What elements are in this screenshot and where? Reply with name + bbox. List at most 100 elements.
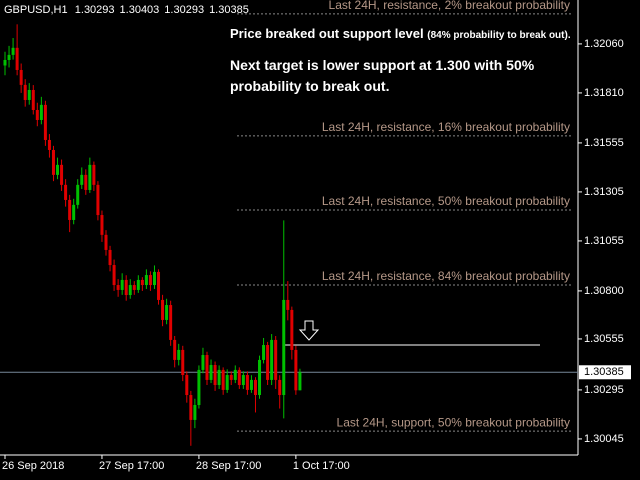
candle-body <box>286 299 290 310</box>
candle-body <box>161 299 165 320</box>
candle-body <box>64 184 68 200</box>
candle-body <box>124 279 128 296</box>
message-2: Next target is lower support at 1.300 wi… <box>230 57 535 94</box>
y-tick-label: 1.31555 <box>584 137 624 149</box>
candle-body <box>173 339 177 360</box>
candle-body <box>35 109 39 120</box>
candle-body <box>274 339 278 380</box>
candle-body <box>140 279 144 286</box>
symbol-header: GBPUSD,H1 1.30293 1.30403 1.30293 1.30385 <box>4 4 249 16</box>
candle-body <box>298 372 302 391</box>
candle-body <box>241 375 245 386</box>
candle-body <box>76 184 80 205</box>
candle-body <box>84 174 88 190</box>
candle-body <box>197 369 201 406</box>
header-close: 1.30385 <box>209 4 249 16</box>
y-tick-label: 1.32060 <box>584 38 624 50</box>
candle-body <box>51 149 55 175</box>
candle-body <box>144 275 148 286</box>
candle-body <box>189 395 193 420</box>
candle-body <box>100 215 104 235</box>
candle-body <box>43 104 47 140</box>
y-tick-label: 1.30045 <box>584 433 624 445</box>
candle-body <box>290 309 294 350</box>
candle-body <box>225 375 229 390</box>
candle-body <box>11 47 15 55</box>
level-label: Last 24H, resistance, 84% breakout proba… <box>322 269 570 283</box>
candle-body <box>23 84 27 100</box>
x-tick-label: 1 Oct 17:00 <box>293 460 350 472</box>
header-low: 1.30293 <box>164 4 204 16</box>
candle-body <box>181 349 185 376</box>
candle-body <box>104 234 108 250</box>
candle-body <box>96 184 100 216</box>
candle-body <box>262 345 266 360</box>
candle-body <box>282 299 286 396</box>
candle-body <box>157 271 161 300</box>
candle-body <box>177 349 181 360</box>
candle-body <box>56 164 60 175</box>
candle-body <box>116 285 120 290</box>
down-arrow <box>298 320 320 341</box>
candle-body <box>132 285 136 290</box>
candle-body <box>80 174 84 185</box>
candle-body <box>19 69 23 85</box>
candle-body <box>47 139 51 150</box>
candle-body <box>27 89 31 100</box>
candle-body <box>294 349 298 391</box>
candle-body <box>88 164 92 190</box>
candle-body <box>270 339 274 380</box>
candle-body <box>60 164 64 185</box>
message-text: Price breaked out support level <box>230 26 424 41</box>
candle-body <box>266 345 270 380</box>
candle-body <box>217 369 221 386</box>
candle-body <box>169 305 173 340</box>
message-1: Price breaked out support level (84% pro… <box>230 24 575 45</box>
y-tick-label: 1.31055 <box>584 235 624 247</box>
y-tick-label: 1.31810 <box>584 87 624 99</box>
candle-body <box>120 279 124 290</box>
current-price-box <box>579 365 631 380</box>
x-tick-label: 27 Sep 17:00 <box>99 460 164 472</box>
y-tick-label: 1.31305 <box>584 186 624 198</box>
candle-body <box>39 104 43 120</box>
candle-body <box>136 279 140 290</box>
level-label: Last 24H, resistance, 2% breakout probab… <box>329 0 570 12</box>
candle-body <box>258 359 262 396</box>
candle-body <box>152 271 156 286</box>
candle-body <box>237 369 241 386</box>
candle-body <box>148 275 152 286</box>
candle-body <box>249 379 253 390</box>
level-label: Last 24H, support, 50% breakout probabil… <box>337 415 570 429</box>
candle-body <box>253 379 257 396</box>
candle-body <box>278 379 282 396</box>
y-tick-label: 1.30295 <box>584 384 624 396</box>
level-label: Last 24H, resistance, 50% breakout proba… <box>322 194 570 208</box>
candle-body <box>193 405 197 420</box>
candle-body <box>201 355 205 370</box>
header-open: 1.30293 <box>75 4 115 16</box>
plot-area: Last 24H, resistance, 2% breakout probab… <box>0 0 578 446</box>
x-tick-label: 28 Sep 17:00 <box>196 460 261 472</box>
y-tick-label: 1.30555 <box>584 333 624 345</box>
symbol: GBPUSD,H1 <box>4 4 67 16</box>
candle-body <box>229 375 233 380</box>
message-note: (84% probability to break out). <box>427 30 571 41</box>
candle-body <box>233 369 237 380</box>
messages: Price breaked out support level (84% pro… <box>230 24 575 97</box>
candle-body <box>15 47 19 70</box>
candle-body <box>72 204 76 220</box>
current-price-label: 1.30385 <box>584 366 624 378</box>
candle-body <box>108 249 112 266</box>
header-high: 1.30403 <box>120 4 160 16</box>
candle-body <box>213 365 217 386</box>
candle-body <box>68 199 72 220</box>
candle-body <box>128 285 132 296</box>
candle-body <box>185 375 189 396</box>
candle-body <box>165 305 169 320</box>
candle-body <box>245 375 249 390</box>
candle-body <box>3 59 7 66</box>
candle-body <box>92 164 96 185</box>
x-tick-label: 26 Sep 2018 <box>2 460 64 472</box>
